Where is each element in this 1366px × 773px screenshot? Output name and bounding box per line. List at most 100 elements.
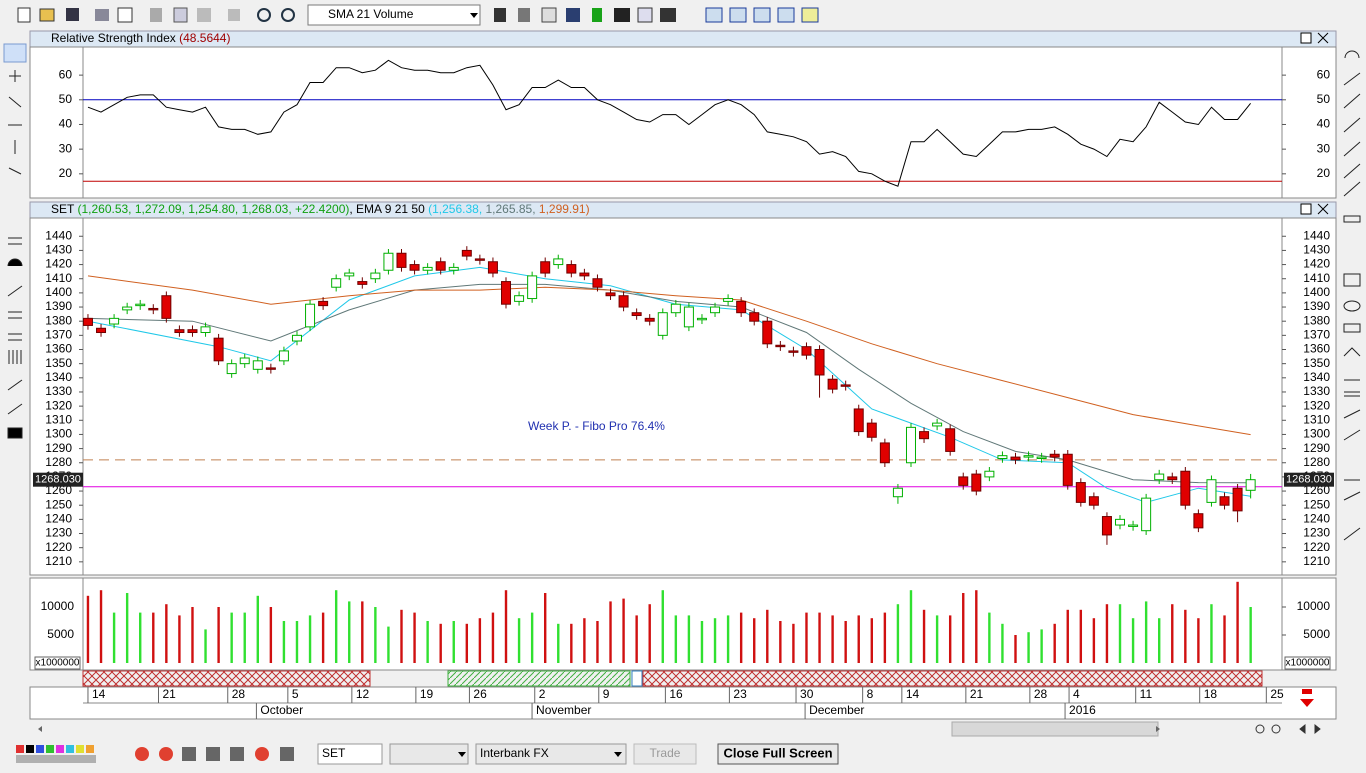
scroll-thumb[interactable] <box>951 721 1159 737</box>
app-icon[interactable] <box>280 747 294 761</box>
y-tick-label: 1230 <box>1303 526 1330 540</box>
icon[interactable] <box>281 8 295 22</box>
scroll-end[interactable] <box>1300 689 1314 707</box>
icon[interactable] <box>117 7 133 23</box>
tool[interactable] <box>7 237 23 439</box>
candle-body <box>122 306 133 311</box>
trade[interactable]: Trade <box>650 746 681 760</box>
tool[interactable] <box>1343 50 1361 223</box>
maximize[interactable] <box>1300 203 1312 215</box>
close-fullscreen[interactable]: Close Full Screen <box>723 745 832 760</box>
icon[interactable] <box>228 9 240 21</box>
volume-bar <box>361 601 364 663</box>
swatch[interactable] <box>86 745 94 753</box>
icon[interactable] <box>777 7 795 23</box>
swatch[interactable] <box>76 745 84 753</box>
dropdown[interactable] <box>389 743 469 765</box>
y-tick-label: 1400 <box>1303 285 1330 299</box>
app-icon[interactable] <box>159 747 173 761</box>
candle-body <box>879 442 890 464</box>
broker[interactable]: Interbank FX <box>480 746 549 760</box>
icon[interactable] <box>541 7 557 23</box>
symbol-input[interactable] <box>317 743 383 765</box>
close[interactable] <box>1317 203 1329 215</box>
volume-bar <box>439 623 442 663</box>
maximize[interactable] <box>1300 32 1312 44</box>
tool[interactable] <box>3 43 27 63</box>
volume-bar <box>648 604 651 663</box>
candle-body <box>866 422 877 438</box>
symbol-input-text[interactable]: SET <box>322 746 346 760</box>
swatch[interactable] <box>16 745 24 753</box>
swatch[interactable] <box>26 745 34 753</box>
app-icon[interactable] <box>135 747 149 761</box>
icon[interactable] <box>801 7 819 23</box>
close-fullscreen-button[interactable] <box>717 743 839 765</box>
indicator-dropdown[interactable] <box>307 4 481 26</box>
volume-bar <box>374 607 377 663</box>
icon[interactable] <box>518 8 530 22</box>
y-tick-label: 1290 <box>1303 441 1330 455</box>
icon[interactable] <box>494 8 506 22</box>
candle-body <box>135 303 146 307</box>
trade-button[interactable] <box>633 743 697 765</box>
swatch[interactable] <box>36 745 44 753</box>
pan[interactable] <box>1299 723 1321 735</box>
candle-body <box>540 261 551 274</box>
swatch-row[interactable] <box>16 755 96 763</box>
candle-body <box>853 408 864 433</box>
volume-bar <box>909 590 913 663</box>
multiplier: x1000000 <box>36 658 80 669</box>
zoom-in[interactable] <box>1271 724 1281 734</box>
icon[interactable] <box>17 7 31 23</box>
icon[interactable] <box>257 8 271 22</box>
icon[interactable] <box>150 8 162 22</box>
swatch[interactable] <box>46 745 54 753</box>
y-tick-label: 1420 <box>45 257 72 271</box>
icon[interactable] <box>95 9 109 21</box>
broker-dropdown[interactable] <box>475 743 627 765</box>
icon[interactable] <box>614 8 630 22</box>
app-icon[interactable] <box>206 747 220 761</box>
y-tick-label: 1220 <box>45 540 72 554</box>
icon[interactable] <box>592 8 602 22</box>
candle-body <box>566 264 577 274</box>
volume-bar <box>857 615 860 663</box>
candle-body <box>1115 518 1126 526</box>
app-icon[interactable] <box>182 747 196 761</box>
icon[interactable] <box>729 7 747 23</box>
icon[interactable] <box>197 8 211 22</box>
candle-body <box>487 261 498 274</box>
ema-line <box>87 275 1251 436</box>
zoom-out[interactable] <box>1255 724 1265 734</box>
multiplier: x1000000 <box>1286 658 1330 669</box>
y-tick-label: 30 <box>59 141 73 155</box>
volume-bar <box>1001 623 1004 663</box>
y-tick-label: 1400 <box>45 285 72 299</box>
icon[interactable] <box>660 8 676 22</box>
candle-body <box>710 306 721 314</box>
icon[interactable] <box>39 8 55 22</box>
icon[interactable] <box>173 7 188 23</box>
app-icon[interactable] <box>230 747 244 761</box>
icon[interactable] <box>566 8 580 22</box>
swatch[interactable] <box>56 745 64 753</box>
y-tick-label: 1410 <box>45 271 72 285</box>
close[interactable] <box>1317 32 1329 44</box>
tool[interactable] <box>8 70 22 175</box>
icon[interactable] <box>66 8 79 21</box>
month-label: November <box>536 703 591 717</box>
app-icon[interactable] <box>255 747 269 761</box>
candle-body <box>409 264 420 271</box>
tool[interactable] <box>1343 273 1361 541</box>
candle-body <box>1245 479 1256 491</box>
icon[interactable] <box>705 7 723 23</box>
candle-body <box>448 266 459 271</box>
icon[interactable] <box>753 7 771 23</box>
swatch[interactable] <box>66 745 74 753</box>
x-tick-label: 14 <box>906 687 920 701</box>
candle-body <box>1206 479 1217 503</box>
icon[interactable] <box>637 7 653 23</box>
indicator-select[interactable]: SMA 21 Volume <box>328 7 414 21</box>
y-tick-label: 50 <box>59 92 73 106</box>
